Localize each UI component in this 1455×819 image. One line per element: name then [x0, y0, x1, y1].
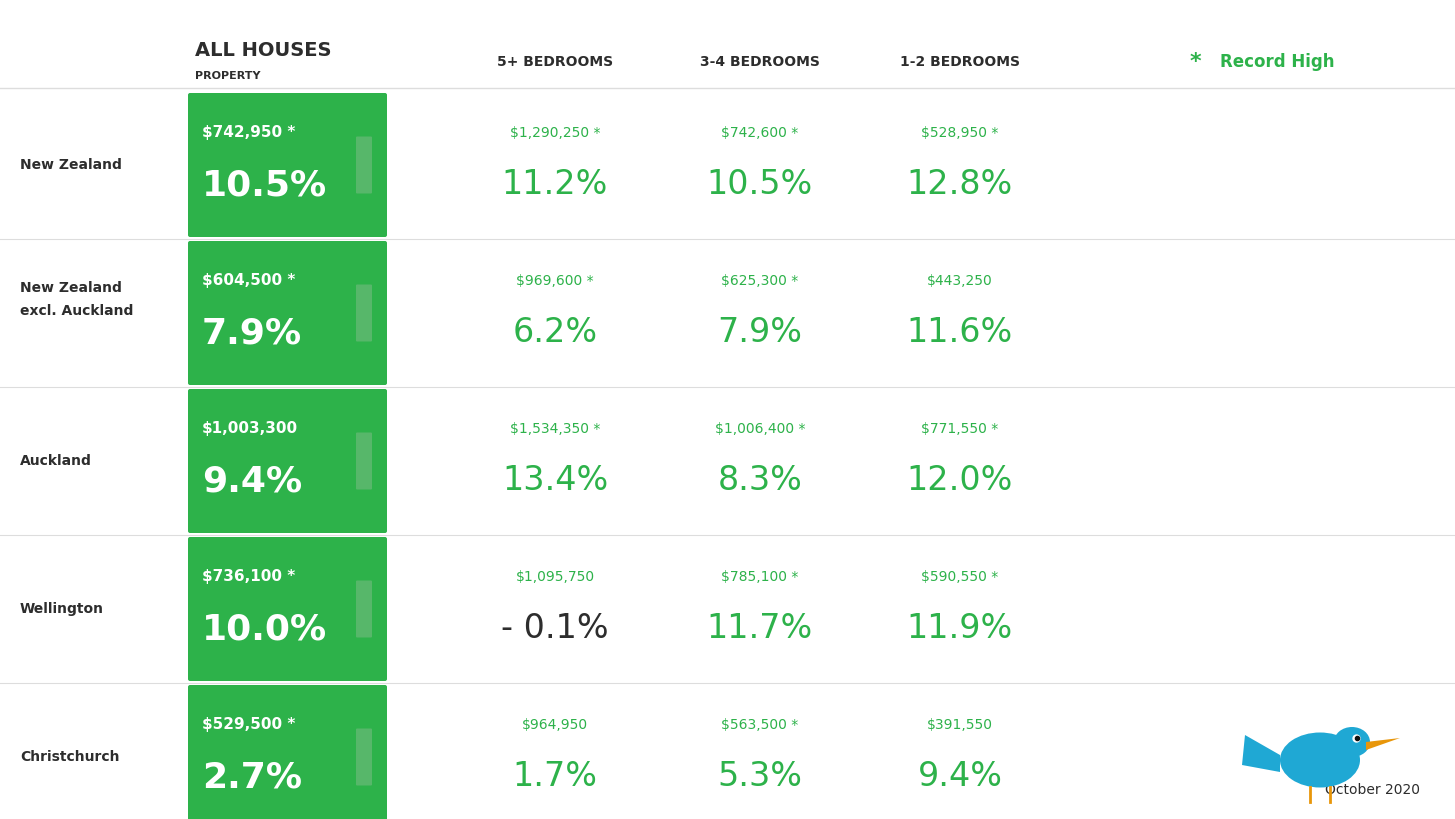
Text: $964,950: $964,950 [522, 718, 588, 732]
Text: 8.3%: 8.3% [717, 464, 803, 497]
Text: $625,300 *: $625,300 * [722, 274, 799, 288]
FancyBboxPatch shape [188, 241, 387, 385]
Text: $1,534,350 *: $1,534,350 * [509, 422, 601, 436]
Text: $604,500 *: $604,500 * [202, 274, 295, 288]
Text: 11.2%: 11.2% [502, 169, 608, 201]
Text: $1,006,400 *: $1,006,400 * [714, 422, 805, 436]
Text: $443,250: $443,250 [927, 274, 992, 288]
Text: 6.2%: 6.2% [512, 316, 598, 350]
Text: 2.7%: 2.7% [202, 760, 303, 794]
Text: 10.5%: 10.5% [202, 168, 327, 202]
Ellipse shape [1280, 732, 1360, 788]
Text: 10.5%: 10.5% [707, 169, 813, 201]
Text: 12.0%: 12.0% [906, 464, 1013, 497]
Text: PROPERTY: PROPERTY [195, 71, 260, 81]
Text: 12.8%: 12.8% [906, 169, 1013, 201]
Text: $563,500 *: $563,500 * [722, 718, 799, 732]
Text: $969,600 *: $969,600 * [517, 274, 594, 288]
Text: $529,500 *: $529,500 * [202, 717, 295, 732]
Text: 7.9%: 7.9% [717, 316, 803, 350]
Text: 11.7%: 11.7% [707, 613, 813, 645]
Text: excl. Auckland: excl. Auckland [20, 304, 134, 318]
Text: $742,600 *: $742,600 * [722, 126, 799, 140]
Text: 3-4 BEDROOMS: 3-4 BEDROOMS [700, 55, 821, 69]
Text: $528,950 *: $528,950 * [921, 126, 998, 140]
Text: 5.3%: 5.3% [717, 761, 803, 794]
Text: 9.4%: 9.4% [202, 464, 303, 498]
Text: - 0.1%: - 0.1% [501, 613, 608, 645]
Text: $736,100 *: $736,100 * [202, 569, 295, 585]
Text: 5+ BEDROOMS: 5+ BEDROOMS [498, 55, 613, 69]
Polygon shape [1366, 738, 1400, 750]
FancyBboxPatch shape [188, 389, 387, 533]
FancyBboxPatch shape [188, 685, 387, 819]
FancyBboxPatch shape [188, 93, 387, 237]
Text: 11.9%: 11.9% [906, 613, 1013, 645]
Text: New Zealand: New Zealand [20, 281, 122, 295]
FancyBboxPatch shape [356, 581, 372, 637]
Text: Record High: Record High [1219, 53, 1334, 71]
Text: *: * [1189, 52, 1200, 72]
Text: 1.7%: 1.7% [512, 761, 598, 794]
Text: $1,095,750: $1,095,750 [515, 570, 595, 584]
Text: 11.6%: 11.6% [906, 316, 1013, 350]
FancyBboxPatch shape [356, 137, 372, 193]
FancyBboxPatch shape [188, 537, 387, 681]
Text: Wellington: Wellington [20, 602, 103, 616]
Ellipse shape [1334, 727, 1371, 757]
Text: 13.4%: 13.4% [502, 464, 608, 497]
Polygon shape [1243, 735, 1280, 772]
FancyBboxPatch shape [356, 284, 372, 342]
Text: $391,550: $391,550 [927, 718, 992, 732]
Text: 7.9%: 7.9% [202, 316, 303, 350]
Text: $771,550 *: $771,550 * [921, 422, 998, 436]
Text: 10.0%: 10.0% [202, 612, 327, 646]
FancyBboxPatch shape [356, 728, 372, 785]
Text: New Zealand: New Zealand [20, 158, 122, 172]
Text: $590,550 *: $590,550 * [921, 570, 998, 584]
Text: $1,290,250 *: $1,290,250 * [509, 126, 601, 140]
Text: Christchurch: Christchurch [20, 750, 119, 764]
FancyBboxPatch shape [356, 432, 372, 490]
Text: 9.4%: 9.4% [918, 761, 1002, 794]
Text: $1,003,300: $1,003,300 [202, 422, 298, 437]
Text: ALL HOUSES: ALL HOUSES [195, 40, 332, 60]
Text: 1-2 BEDROOMS: 1-2 BEDROOMS [901, 55, 1020, 69]
Text: Auckland: Auckland [20, 454, 92, 468]
Text: $742,950 *: $742,950 * [202, 125, 295, 141]
Text: October 2020: October 2020 [1326, 783, 1420, 797]
Text: $785,100 *: $785,100 * [722, 570, 799, 584]
